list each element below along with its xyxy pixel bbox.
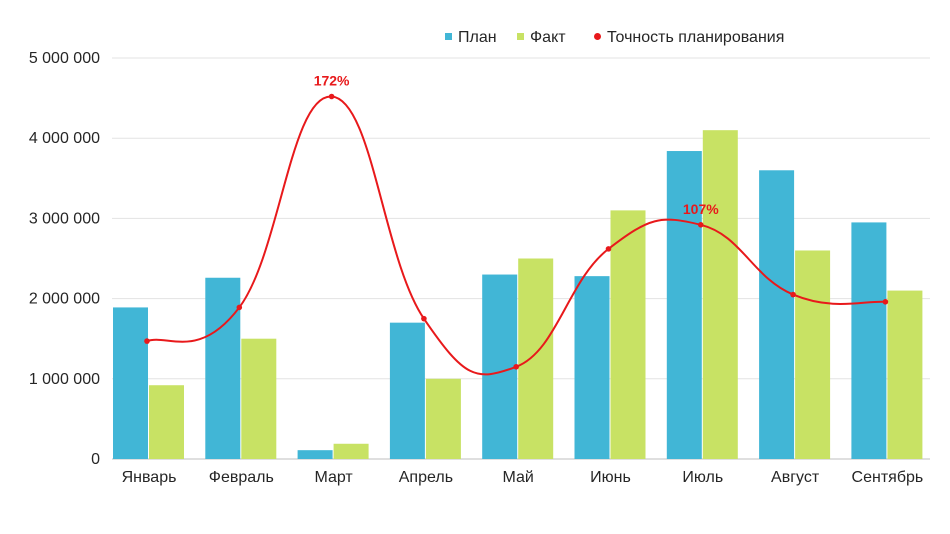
y-tick-label: 5 000 000	[29, 50, 100, 67]
x-tick-label: Февраль	[209, 469, 274, 486]
legend-swatch	[594, 33, 601, 40]
y-tick-label: 3 000 000	[29, 210, 100, 227]
bar-plan	[205, 277, 241, 459]
x-axis-ticks: Январь Февраль Март Апрель Май Июнь Июль Август…	[122, 469, 924, 486]
legend-label: План	[458, 29, 497, 46]
legend: План Факт Точность планирования	[445, 29, 784, 46]
y-tick-label: 2 000 000	[29, 291, 100, 308]
x-tick-label: Май	[503, 469, 534, 486]
bar-plan	[389, 322, 425, 459]
bar-plan	[482, 274, 518, 459]
accuracy-point	[605, 246, 612, 252]
bars	[113, 130, 923, 460]
bar-plan	[574, 276, 610, 459]
x-tick-label: Июль	[682, 469, 723, 486]
x-tick-label: Март	[314, 469, 353, 486]
x-tick-label: Июнь	[590, 469, 631, 486]
bar-fact	[241, 338, 277, 459]
bar-plan	[759, 170, 795, 459]
bar-fact	[425, 378, 461, 459]
bar-fact	[795, 250, 831, 459]
accuracy-point	[882, 299, 889, 305]
legend-swatch	[517, 33, 524, 40]
x-tick-label: Август	[771, 469, 820, 486]
accuracy-point	[790, 291, 796, 298]
accuracy-point	[328, 93, 335, 100]
x-tick-label: Апрель	[399, 469, 453, 486]
legend-label: Факт	[530, 29, 566, 46]
accuracy-point	[421, 315, 427, 322]
y-tick-label: 4 000 000	[29, 130, 100, 147]
legend-label: Точность планирования	[607, 29, 784, 46]
bar-fact	[333, 443, 369, 459]
bar-plan	[297, 450, 333, 459]
accuracy-point	[698, 222, 704, 228]
bar-plan	[666, 151, 702, 460]
x-tick-label: Январь	[122, 469, 177, 486]
bar-fact	[149, 385, 184, 459]
accuracy-line: 172% 107%	[144, 72, 889, 376]
bar-plan	[113, 307, 148, 459]
bar-fact	[518, 258, 554, 459]
bar-fact	[887, 290, 923, 459]
bar-fact	[702, 130, 738, 459]
y-axis-ticks: 0 1 000 000 2 000 000 3 000 000 4 000 000 5 0…	[29, 50, 100, 468]
y-tick-label: 1 000 000	[29, 371, 100, 388]
accuracy-line-path	[146, 95, 886, 376]
legend-swatch	[445, 33, 452, 40]
bar-fact	[610, 210, 646, 459]
accuracy-point	[144, 338, 150, 344]
accuracy-data-label: 172%	[314, 72, 350, 88]
accuracy-point	[236, 304, 243, 311]
accuracy-data-label: 107%	[683, 201, 719, 217]
x-tick-label: Сентябрь	[852, 469, 924, 486]
y-tick-label: 0	[91, 451, 100, 468]
accuracy-point	[513, 363, 519, 370]
bar-plan	[851, 222, 887, 459]
